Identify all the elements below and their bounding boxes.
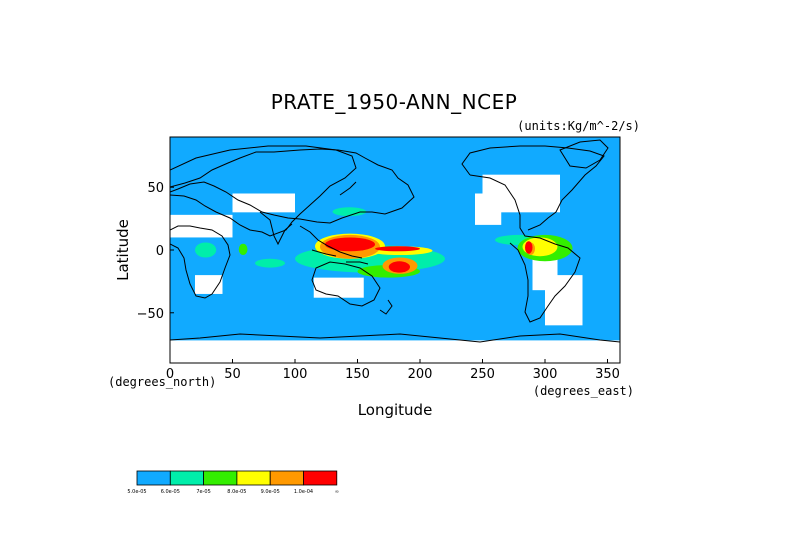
y-axis-label: Latitude xyxy=(114,219,132,281)
coastline-north-america-east xyxy=(461,145,605,231)
legend-label: 7e-05 xyxy=(196,489,210,495)
no-data-layer xyxy=(170,174,620,363)
coastline-americas xyxy=(469,174,581,323)
coastline-australia xyxy=(311,261,381,307)
x-tick-label: 250 xyxy=(470,367,495,382)
legend-label: 5.0e-05 xyxy=(127,489,146,495)
no-data-area-2 xyxy=(475,193,502,225)
no-data-area-4 xyxy=(532,256,558,291)
x-tick-label: 100 xyxy=(283,367,308,382)
coastlines xyxy=(170,139,620,343)
x-tick-label: 50 xyxy=(224,367,241,382)
precip-region-19 xyxy=(525,241,533,254)
precipitation-layer xyxy=(195,207,573,278)
coastline-new-zealand xyxy=(379,299,393,315)
chart-title: PRATE_1950-ANN_NCEP xyxy=(271,90,518,114)
coastline-greenland xyxy=(559,139,609,169)
legend-swatch xyxy=(203,470,238,486)
x-tick-label: 200 xyxy=(408,367,433,382)
map-area xyxy=(170,137,620,363)
x-axis-ticks: 0 50 100 150 200 250 300 350 xyxy=(166,359,620,382)
coastline-antarctica xyxy=(170,333,620,343)
legend-label: ∞ xyxy=(335,489,339,495)
x-tick-label: 350 xyxy=(595,367,620,382)
no-data-area-0 xyxy=(170,340,620,363)
legend-swatch xyxy=(269,470,304,486)
legend-label: 1.0e-04 xyxy=(294,489,313,495)
precip-region-5 xyxy=(332,207,367,217)
x-unit-label: (degrees_east) xyxy=(533,384,634,398)
x-tick-label: 150 xyxy=(345,367,370,382)
legend-label: 6.0e-05 xyxy=(161,489,180,495)
legend-swatch xyxy=(169,470,205,486)
legend-swatch xyxy=(303,470,338,486)
legend-swatch xyxy=(236,470,271,486)
precip-region-1 xyxy=(545,212,570,233)
precip-region-3 xyxy=(195,242,217,258)
legend-label: 9.0e-05 xyxy=(261,489,280,495)
coastline-eurasia xyxy=(170,145,357,237)
x-axis-label: Longitude xyxy=(358,401,433,419)
coastline-north-america xyxy=(170,148,415,224)
units-note: (units:Kg/m^-2/s) xyxy=(517,119,640,133)
y-tick-label: 0 xyxy=(156,244,164,259)
coastline-africa xyxy=(170,225,231,299)
no-data-area-8 xyxy=(313,277,364,298)
precip-region-4 xyxy=(255,258,285,268)
precip-region-17 xyxy=(375,246,420,252)
x-tick-label: 300 xyxy=(533,367,558,382)
coastline-indonesia xyxy=(299,225,369,265)
coastline-japan xyxy=(339,181,357,196)
legend-swatch xyxy=(136,470,171,486)
color-legend: 5.0e-05 6.0e-05 7e-05 8.0e-05 9.0e-05 1.0e-04… xyxy=(127,470,339,495)
y-axis-ticks: 50 0 −50 xyxy=(137,181,174,322)
no-data-area-6 xyxy=(232,193,295,213)
y-tick-label: −50 xyxy=(137,307,164,322)
y-tick-label: 50 xyxy=(147,181,164,196)
precip-region-16 xyxy=(325,237,375,252)
precip-region-9 xyxy=(238,243,248,256)
coastline-india xyxy=(259,211,293,246)
precip-region-18 xyxy=(388,261,410,273)
legend-label: 8.0e-05 xyxy=(227,489,246,495)
y-unit-label: (degrees_north) xyxy=(108,375,216,389)
no-data-area-5 xyxy=(170,214,233,238)
x-tick-label: 0 xyxy=(166,367,174,382)
